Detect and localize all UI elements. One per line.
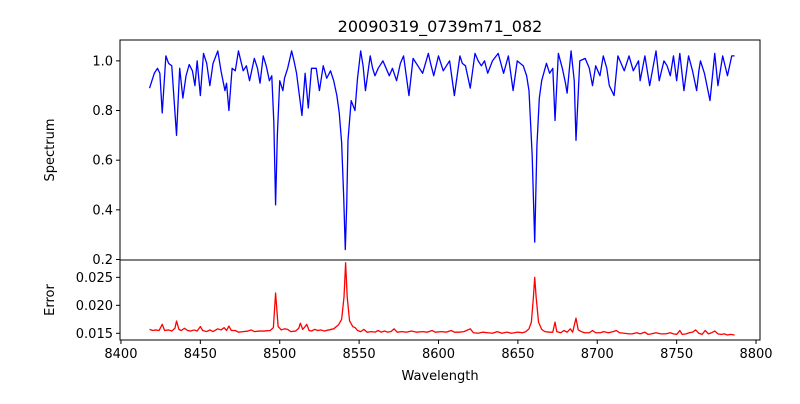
spectrum-ytick-label: 0.4 <box>92 203 113 218</box>
xtick-label: 8400 <box>104 347 137 362</box>
error-ytick-label: 0.015 <box>76 327 113 342</box>
xtick-label: 8550 <box>343 347 376 362</box>
spectrum-series-line <box>148 50 735 251</box>
xtick-label: 8700 <box>581 347 614 362</box>
error-axes: 0.015 0.020 0.025 8400 8450 8500 8550 8600 8650 8… <box>76 259 773 362</box>
error-ytick-label: 0.020 <box>76 299 113 314</box>
spectrum-ytick-label: 0.2 <box>92 253 113 268</box>
spectrum-ytick-label: 0.8 <box>92 104 113 119</box>
xtick-label: 8600 <box>422 347 455 362</box>
xtick-label: 8750 <box>660 347 693 362</box>
spectrum-ytick-label: 1.0 <box>92 54 113 69</box>
xtick-label: 8450 <box>184 347 217 362</box>
xtick-label: 8500 <box>263 347 296 362</box>
error-ylabel: Error <box>43 284 58 316</box>
spectrum-ytick-label: 0.6 <box>92 154 113 169</box>
error-axes-frame <box>119 259 761 341</box>
xtick-label: 8650 <box>501 347 534 362</box>
chart-title: 20090319_0739m71_082 <box>338 17 543 37</box>
error-series-line <box>149 262 735 336</box>
spectrum-ylabel: Spectrum <box>43 119 58 182</box>
error-ytick-label: 0.025 <box>76 271 113 286</box>
xlabel: Wavelength <box>401 369 478 384</box>
xtick-label: 8800 <box>739 347 772 362</box>
